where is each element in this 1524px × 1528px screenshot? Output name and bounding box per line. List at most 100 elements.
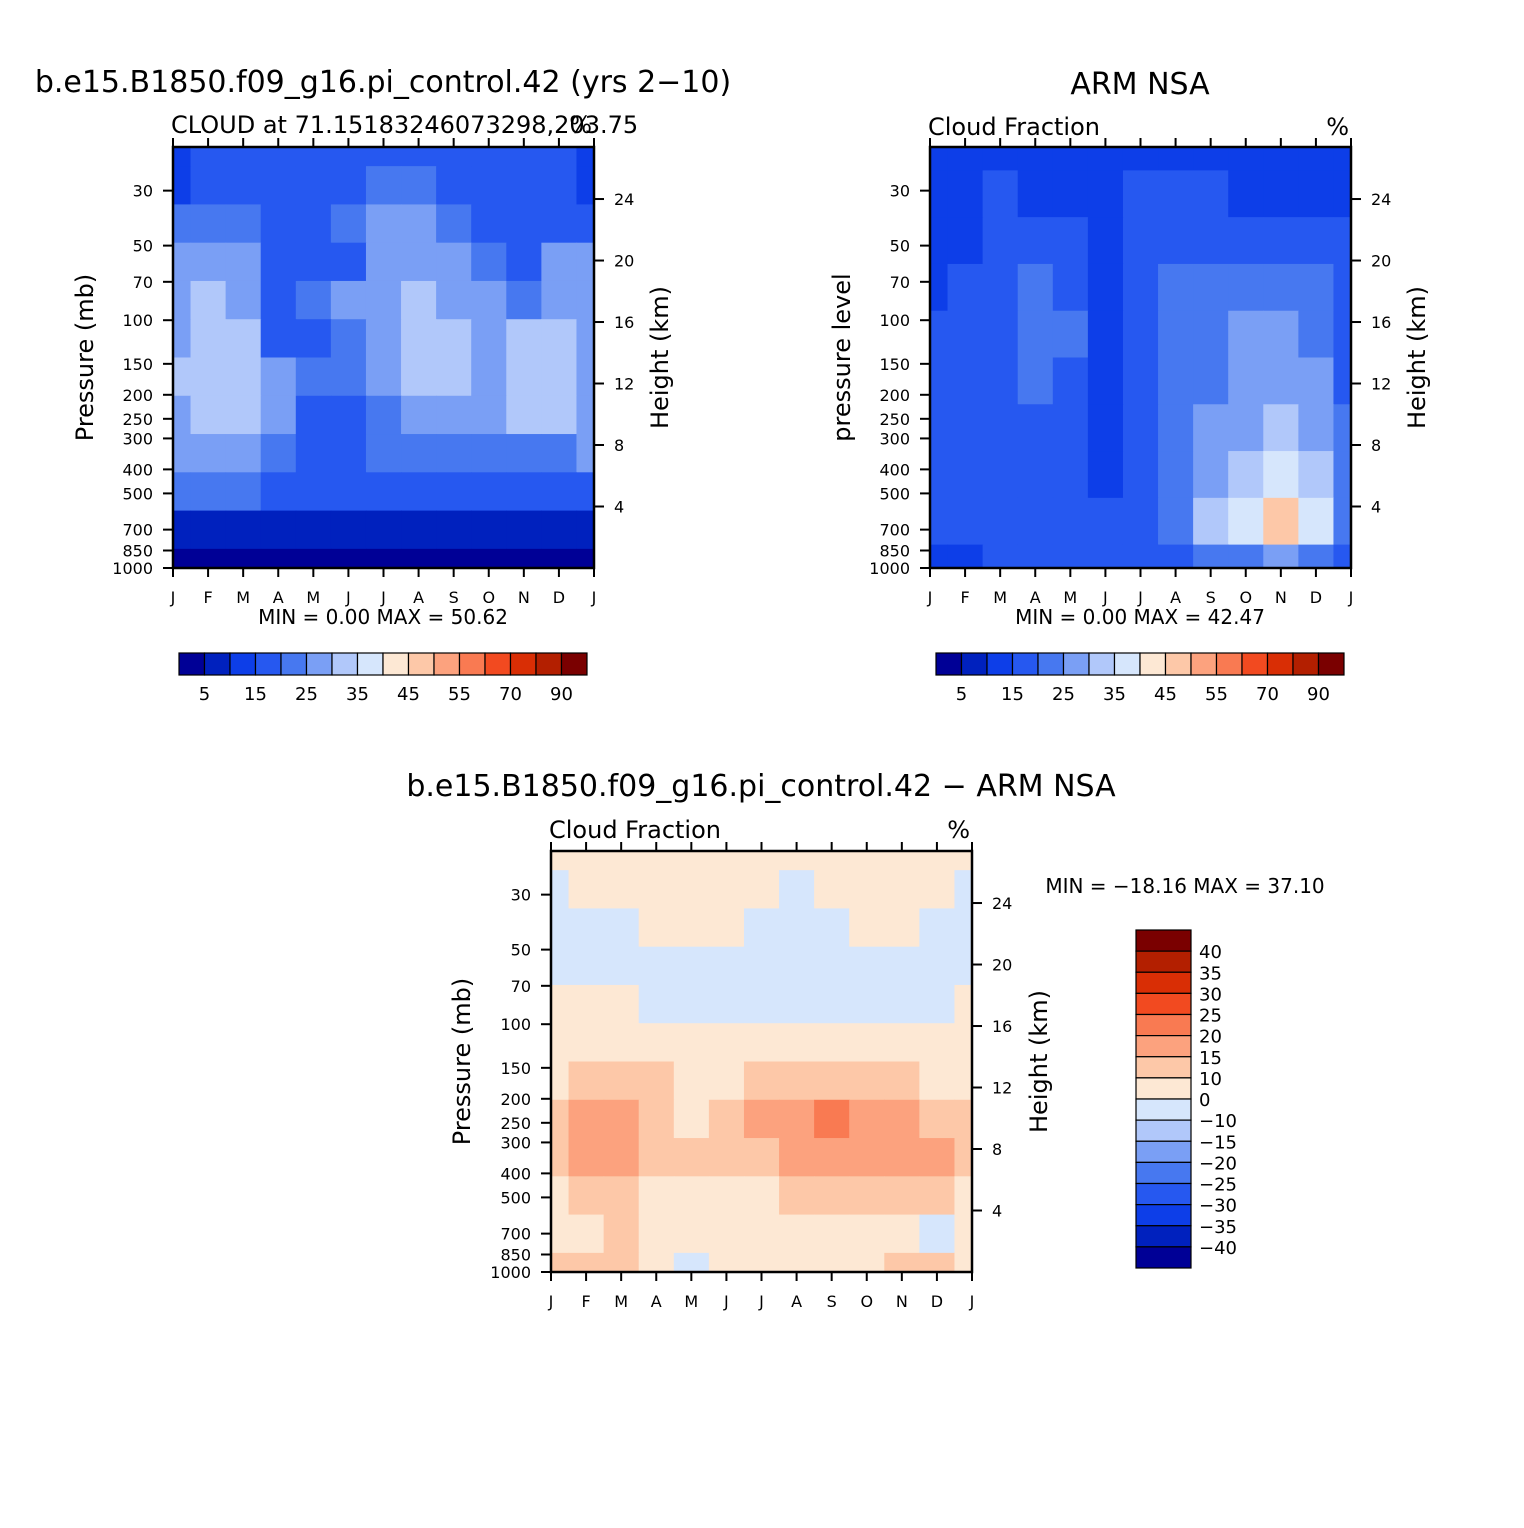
right-string-units: % [947, 816, 970, 844]
field-cell [260, 357, 297, 397]
field-cell [576, 280, 595, 320]
field-cell [190, 395, 227, 435]
y-right-tick-label: 24 [614, 190, 634, 209]
field-cell [930, 497, 949, 546]
field-cell [173, 147, 192, 167]
field-cell [225, 434, 262, 473]
field-cell [638, 984, 675, 1024]
min-value: −18.16 [1107, 874, 1187, 898]
field-cell [930, 217, 949, 265]
field-cell [708, 1138, 745, 1177]
field-cell [1333, 170, 1352, 218]
field-cell [551, 1214, 570, 1254]
field-cell [779, 1176, 815, 1216]
field-cell [551, 908, 570, 948]
y-tick-label: 200 [879, 386, 910, 405]
field-cell [568, 870, 605, 910]
field-cell [779, 851, 815, 871]
max-value: 50.62 [444, 605, 508, 629]
y-tick-label: 1000 [490, 1263, 531, 1282]
field-cell [260, 166, 297, 206]
y-tick-label: 30 [890, 182, 910, 201]
colorbar-swatch [1135, 1077, 1192, 1100]
x-tick-label: A [413, 588, 424, 607]
field-cell [603, 851, 640, 871]
x-tick-label: J [969, 1292, 975, 1311]
chart-panel-2: ARM NSA Cloud Fraction % J F M A M J J A S O N D J 30 50 7… [828, 67, 1431, 705]
field-cell [954, 908, 973, 948]
y-tick-label: 250 [122, 410, 153, 429]
field-cell [1228, 217, 1264, 265]
field-cell [982, 497, 1019, 546]
field-cell [919, 1061, 956, 1101]
field-cell [1122, 451, 1159, 499]
field-cell [1228, 451, 1264, 499]
field-cell [603, 1061, 640, 1101]
field-cell [849, 1138, 885, 1177]
field-cell [225, 242, 262, 282]
field-cell [330, 147, 367, 167]
field-cell [190, 166, 227, 206]
field-cell [849, 984, 885, 1024]
field-cell [638, 946, 675, 986]
field-cell [365, 510, 402, 550]
y-right-tick-label: 12 [614, 375, 634, 394]
field-cell [982, 217, 1019, 265]
field-cell [779, 984, 815, 1024]
field-cell [1087, 357, 1124, 405]
y-tick-label: 500 [879, 484, 910, 503]
field-cell [260, 280, 297, 320]
field-cell [638, 1023, 675, 1063]
field-cell [541, 395, 578, 435]
field-cell [506, 242, 542, 282]
field-cell [779, 908, 815, 948]
field-cell [779, 946, 815, 986]
field-cell [947, 310, 984, 359]
colorbar-swatch [1088, 652, 1116, 676]
field-cell [1052, 147, 1089, 171]
field-cell [1158, 217, 1194, 265]
field-cell [401, 434, 437, 473]
chart-title: ARM NSA [1070, 67, 1210, 102]
field-cell [506, 548, 542, 569]
colorbar-label: −40 [1199, 1238, 1237, 1259]
colorbar-swatch [407, 652, 435, 676]
field-cell [1333, 357, 1352, 405]
field-cell [1052, 544, 1089, 569]
field-cell [743, 1023, 780, 1063]
field-cell [947, 263, 984, 312]
field-cell [814, 946, 850, 986]
field-cell [849, 1252, 885, 1273]
contour-field [173, 147, 595, 569]
field-cell [190, 357, 227, 397]
x-tick-label: J [548, 1292, 554, 1311]
field-cell [1052, 263, 1089, 312]
colorbar-swatch [1139, 652, 1167, 676]
field-cell [849, 908, 885, 948]
y-right-tick-label: 12 [992, 1079, 1012, 1098]
field-cell [295, 280, 332, 320]
colorbar-swatch [203, 652, 231, 676]
colorbar-swatch [1135, 1161, 1192, 1185]
colorbar-swatch [484, 652, 512, 676]
x-tick-label: J [723, 1292, 729, 1311]
field-cell [576, 395, 595, 435]
field-cell [541, 357, 578, 397]
field-cell [884, 1099, 920, 1139]
colorbar-label: 70 [499, 684, 522, 705]
field-cell [1122, 217, 1159, 265]
colorbar-swatch [1135, 929, 1192, 952]
y-tick-label: 50 [890, 237, 910, 256]
field-cell [673, 1061, 710, 1101]
field-cell [436, 280, 472, 320]
field-cell [506, 280, 542, 320]
y-tick-label: 50 [511, 941, 531, 960]
field-cell [708, 1214, 745, 1254]
x-tick-label: J [1137, 588, 1143, 607]
field-cell [173, 204, 192, 244]
field-cell [947, 544, 984, 569]
y-right-tick-label: 16 [992, 1017, 1012, 1036]
field-cell [471, 510, 507, 550]
y-tick-label: 850 [122, 542, 153, 561]
x-tick-label: A [273, 588, 284, 607]
